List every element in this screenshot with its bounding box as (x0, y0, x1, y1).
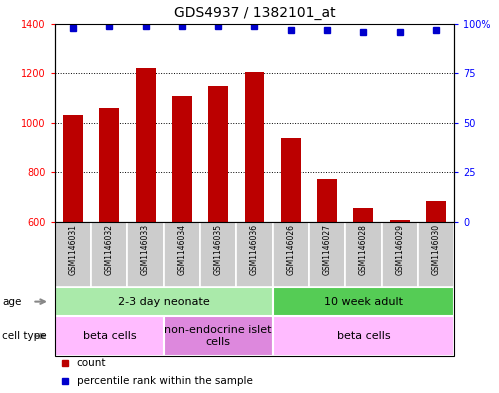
Bar (317, 179, 337, 222)
Bar (382, 222, 418, 287)
Bar (345, 222, 382, 287)
Bar (200, 222, 237, 287)
Text: GSM1146027: GSM1146027 (322, 224, 331, 275)
Text: GSM1146035: GSM1146035 (214, 224, 223, 275)
Bar (272, 222, 309, 287)
Text: GSM1146030: GSM1146030 (432, 224, 441, 275)
Bar (208, 86, 228, 222)
Text: GSM1146033: GSM1146033 (141, 224, 150, 275)
Text: cell type: cell type (2, 331, 47, 341)
Text: 2-3 day neonate: 2-3 day neonate (118, 297, 210, 307)
Bar (390, 220, 410, 222)
Bar (127, 222, 164, 287)
Text: GSM1146026: GSM1146026 (286, 224, 295, 275)
Text: GSM1146031: GSM1146031 (68, 224, 77, 275)
Bar (164, 222, 200, 287)
Bar (309, 222, 345, 287)
Bar (55, 287, 272, 316)
Text: GSM1146032: GSM1146032 (105, 224, 114, 275)
Text: count: count (77, 358, 106, 368)
Bar (164, 316, 272, 356)
Bar (272, 287, 454, 316)
Text: GSM1146028: GSM1146028 (359, 224, 368, 275)
Bar (237, 222, 272, 287)
Bar (63, 116, 83, 222)
Text: GSM1146036: GSM1146036 (250, 224, 259, 275)
Text: beta cells: beta cells (336, 331, 390, 341)
Bar (353, 208, 373, 222)
Bar (172, 95, 192, 222)
Bar (272, 316, 454, 356)
Bar (426, 201, 446, 222)
Text: percentile rank within the sample: percentile rank within the sample (77, 376, 252, 386)
Text: non-endocrine islet
cells: non-endocrine islet cells (165, 325, 272, 347)
Bar (99, 108, 119, 222)
Text: GSM1146029: GSM1146029 (395, 224, 404, 275)
Bar (245, 72, 264, 222)
Bar (281, 138, 301, 222)
Text: GSM1146034: GSM1146034 (178, 224, 187, 275)
Bar (55, 316, 164, 356)
Text: age: age (2, 297, 22, 307)
Title: GDS4937 / 1382101_at: GDS4937 / 1382101_at (174, 6, 335, 20)
Bar (91, 222, 127, 287)
Bar (136, 68, 156, 222)
Text: beta cells: beta cells (82, 331, 136, 341)
Bar (55, 222, 91, 287)
Bar (418, 222, 454, 287)
Text: 10 week adult: 10 week adult (324, 297, 403, 307)
